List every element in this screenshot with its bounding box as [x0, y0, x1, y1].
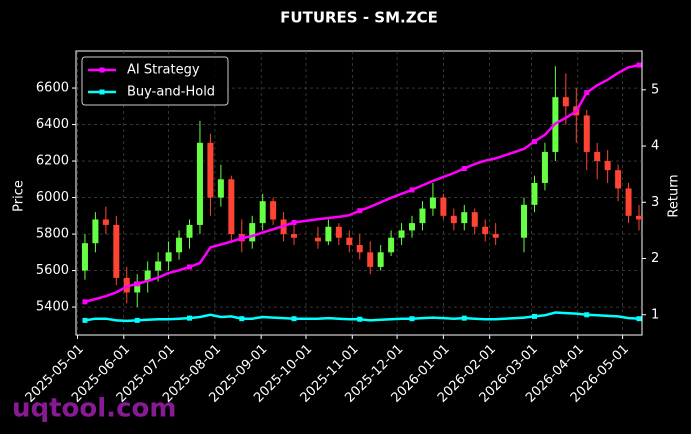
candle-body — [270, 201, 277, 220]
series-marker — [291, 316, 297, 322]
candle-body — [291, 234, 298, 238]
candle-body — [123, 277, 130, 293]
series-marker — [531, 139, 537, 145]
series-marker — [186, 315, 192, 321]
candle-body — [186, 224, 193, 238]
series-marker — [461, 166, 467, 172]
marks — [81, 62, 643, 323]
candle-body — [615, 170, 622, 189]
y-tick-label: 5600 — [36, 263, 69, 278]
y-tick-label: 5800 — [36, 227, 69, 242]
y2-tick-label: 2 — [651, 251, 659, 266]
legend-label: Buy-and-Hold — [127, 85, 215, 100]
candle-body — [398, 230, 405, 238]
series-marker — [409, 187, 415, 193]
candle-body — [196, 142, 203, 225]
candle-body — [217, 179, 224, 198]
candle-body — [450, 215, 457, 224]
y2-axis-label: Return — [667, 174, 682, 217]
candle-body — [636, 215, 643, 220]
candle-body — [207, 142, 214, 198]
legend: AI Strategy Buy-and-Hold — [81, 56, 229, 106]
series-marker — [357, 316, 363, 322]
candle-body — [335, 226, 342, 238]
y-tick-label: 5400 — [36, 300, 69, 315]
candle-body — [625, 188, 632, 216]
y2-tick-label: 4 — [651, 139, 659, 154]
candle-body — [604, 161, 611, 171]
y-axis-label: Price — [12, 180, 27, 212]
candle-body — [346, 237, 353, 246]
candle-body — [113, 224, 120, 278]
candle-body — [562, 97, 569, 107]
candle-body — [81, 243, 88, 271]
candle-body — [325, 226, 332, 242]
series-marker — [357, 208, 363, 214]
candle-body — [176, 237, 183, 253]
series-marker — [531, 313, 537, 319]
series-marker — [584, 312, 590, 318]
candle-body — [419, 208, 426, 224]
candle-body — [377, 252, 384, 267]
candle-body — [594, 151, 601, 162]
candle-body — [102, 219, 109, 225]
legend-frame — [81, 56, 229, 106]
legend-marker — [99, 67, 105, 73]
legend-marker — [99, 89, 105, 95]
candle-body — [429, 197, 436, 209]
candle-body — [583, 115, 590, 152]
candle-body — [259, 201, 266, 224]
candle-body — [492, 234, 499, 238]
series-marker — [82, 299, 88, 305]
candle-body — [521, 204, 528, 238]
plot-frame — [75, 50, 643, 336]
series-marker — [82, 317, 88, 323]
candle-body — [249, 223, 256, 242]
y-tick-label: 6000 — [36, 190, 69, 205]
series-marker — [291, 220, 297, 226]
series-marker — [409, 316, 415, 322]
series-marker — [134, 317, 140, 323]
candle-body — [314, 237, 321, 242]
y2-tick-label: 3 — [651, 195, 659, 210]
series-marker — [636, 316, 642, 322]
candle-body — [134, 281, 141, 293]
candle-body — [461, 212, 468, 224]
series-marker — [461, 315, 467, 321]
y2-tick-label: 1 — [651, 307, 659, 322]
candle-body — [409, 223, 416, 231]
candle-body — [367, 252, 374, 267]
series-marker — [636, 62, 642, 68]
y2-tick-label: 5 — [651, 82, 659, 97]
candle-body — [228, 179, 235, 235]
candle-body — [440, 197, 447, 216]
legend-label: AI Strategy — [127, 63, 200, 78]
y-tick-label: 6400 — [36, 117, 69, 132]
series-marker — [584, 90, 590, 96]
candle-body — [165, 252, 172, 262]
watermark: uqtool.com — [12, 394, 176, 424]
candle-body — [155, 261, 162, 271]
candle-body — [531, 182, 538, 205]
grid — [76, 51, 642, 335]
series-marker — [186, 264, 192, 270]
candle-body — [144, 270, 151, 282]
series-marker — [239, 316, 245, 322]
candle-body — [356, 245, 363, 253]
y-tick-label: 6200 — [36, 154, 69, 169]
candle-body — [541, 151, 548, 183]
y-tick-label: 6600 — [36, 81, 69, 96]
candle-body — [471, 212, 478, 227]
series-marker — [134, 281, 140, 287]
series-marker — [239, 235, 245, 241]
candle-body — [482, 226, 489, 235]
candle-body — [92, 219, 99, 244]
chart-title: FUTURES - SM.ZCE — [280, 9, 438, 27]
candle-body — [388, 237, 395, 253]
